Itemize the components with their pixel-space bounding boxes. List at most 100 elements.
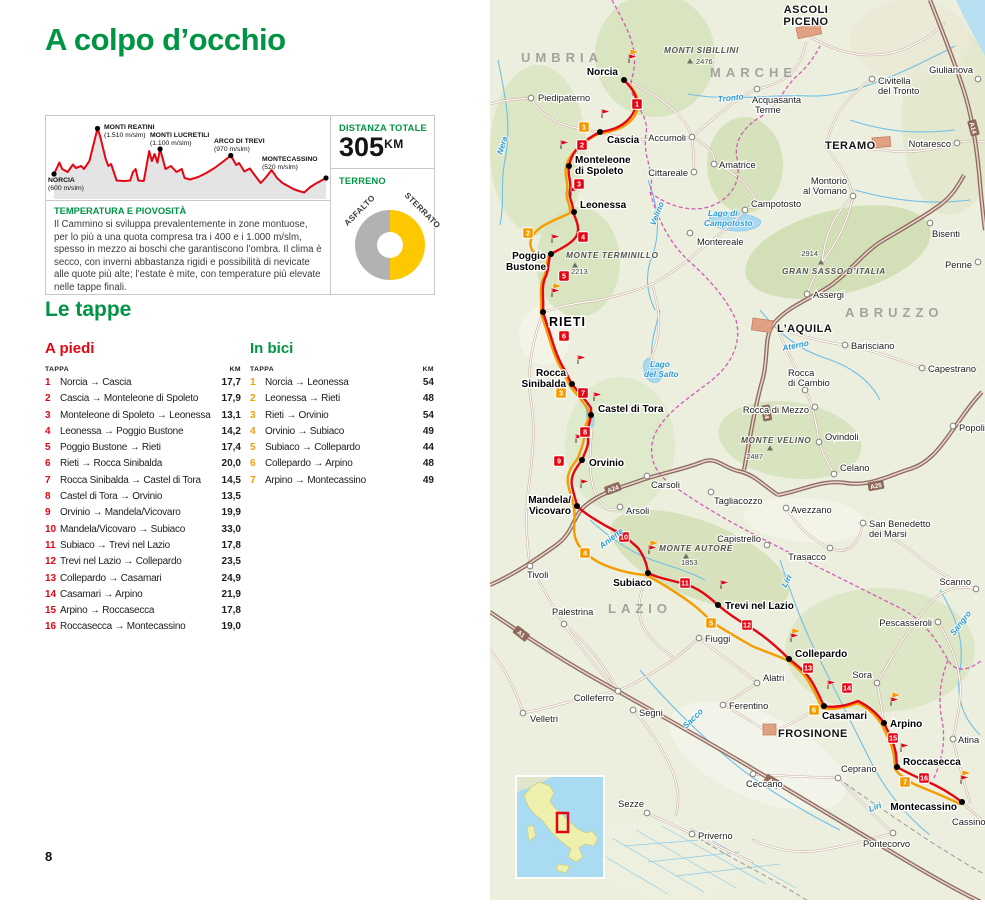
mountain-label: MONTI SIBILLINI [664,45,739,55]
town-label: Ceprano [841,764,877,774]
walk-stage-marker: 6 [558,330,570,342]
route-town-label: Mandela/ [528,495,571,506]
mountain-label: MONTE TERMINILLO [566,250,659,260]
walk-stage-marker: 11 [679,577,691,589]
town-label: Campotosto [751,199,801,209]
town-label: Accumoli [648,133,686,143]
svg-text:12: 12 [743,621,751,630]
stage-number: 16 [45,621,57,633]
stage-km: 48 [422,458,434,470]
svg-text:A1: A1 [515,629,526,640]
town-label: Ceccano [746,779,783,789]
bike-stage-marker: 4 [579,547,591,559]
town-dot [949,735,957,743]
town-label: Segni [639,708,663,718]
route-town-dot [645,570,651,576]
stage-row: 1 Norcia → Leonessa 54 [250,377,434,393]
stage-number: 4 [45,425,51,437]
town-label: Bisenti [932,229,960,239]
route-town-dot [588,412,594,418]
town-dot [803,290,811,298]
stage-row: 12 Trevi nel Lazio → Collepardo 23,5 [45,556,241,572]
stage-row: 7 Arpino → Montecassino 49 [250,475,434,491]
stage-km: 13,1 [221,409,241,421]
cycling-heading: In bici [250,340,294,357]
svg-text:A24: A24 [607,484,621,495]
terrain-block: TERRENO ASFALTO STERRATO [331,169,442,298]
peak-elevation: 1853 [681,558,698,567]
stage-flag [593,391,603,401]
walk-stage-marker: 1 [631,98,643,110]
route-town-label: Poggio [512,251,546,262]
stage-number: 2 [45,393,51,405]
road [691,88,758,138]
town-dot [643,809,651,817]
adriatic-sea [956,0,985,56]
river [779,559,931,836]
urban-area [871,136,892,149]
stage-flag [601,108,611,118]
river [639,669,841,831]
town-label: Popoli [959,423,985,433]
walk-stage-marker: 4 [577,231,589,243]
bike-stage-marker: 2 [522,227,534,239]
region-label: LAZIO [608,601,672,616]
mountain-label: MONTE VELINO [741,435,811,445]
stage-km: 21,9 [221,588,241,600]
route-town-dot [894,764,900,770]
svg-text:4: 4 [581,233,586,242]
stage-number: 10 [45,523,57,535]
road [776,327,977,373]
svg-text:6: 6 [812,706,816,715]
stage-row: 1 Norcia → Cascia 17,7 [45,377,241,393]
route-town-label: Castel di Tora [598,404,664,415]
walk-stage-marker: 12 [741,619,753,631]
town-dot [926,219,934,227]
stage-name: Leonessa → Rieti [265,393,340,405]
cycling-stage-list: 1 Norcia → Leonessa 54 2 Leonessa → Rieti 48 3… [250,377,434,491]
urban-area [762,723,777,736]
stage-number: 1 [45,377,51,388]
stage-row: 7 Rocca Sinibalda → Castel di Tora 14,5 [45,475,241,491]
stage-name: Castel di Tora → Orvinio [60,491,163,503]
town-label: Rocca di Mezzo [743,405,809,415]
town-label: Montorio [811,176,847,186]
town-dot [834,774,842,782]
town-dot [614,687,622,695]
town-dot [859,519,867,527]
walking-heading: A piedi [45,340,95,357]
bike-stage-marker: 7 [899,776,911,788]
stage-name: Subiaco → Collepardo [265,442,361,454]
peak-elevation: 2487 [746,452,763,461]
road [876,586,977,684]
route-town-dot [540,309,546,315]
town-label: Capestrano [928,364,976,374]
town-label: Arsoli [626,506,649,516]
stage-name: Collepardo → Casamari [60,572,162,584]
route-town-dot [786,656,792,662]
town-dot [953,139,961,147]
stage-number: 6 [250,458,256,470]
stage-name: Arpino → Roccasecca [60,605,155,617]
route-town-label: Rocca [536,368,566,379]
road [837,777,894,834]
town-dot [811,403,819,411]
distance-label: DISTANZA TOTALE [339,123,427,133]
motorway [489,459,779,586]
profile-marker-name: MONTI REATINI [104,124,155,131]
town-label: Celano [840,463,869,473]
town-label: Barisciano [851,341,894,351]
town-dot [763,541,771,549]
stage-name: Rocca Sinibalda → Castel di Tora [60,474,201,486]
stage-row: 3 Rieti → Orvinio 54 [250,410,434,426]
profile-marker-elev: (1.100 m/slm) [150,140,192,147]
walking-table-header: TAPPA KM [45,366,241,373]
town-label: di Cambio [788,378,830,388]
city-label: L’AQUILA [777,323,832,335]
profile-marker-elev: (520 m/slm) [262,164,298,171]
peak-elevation: 2476 [696,57,713,66]
route-town-label: Vicovaro [529,506,571,517]
road [952,738,971,803]
town-dot [526,562,534,570]
map-panel: A1 A1 A24 A24 A25 A14 1 2 3 4 5 6 7 1 2 3 4 5 6 7 8 9 10 11 12 13… [488,0,985,905]
